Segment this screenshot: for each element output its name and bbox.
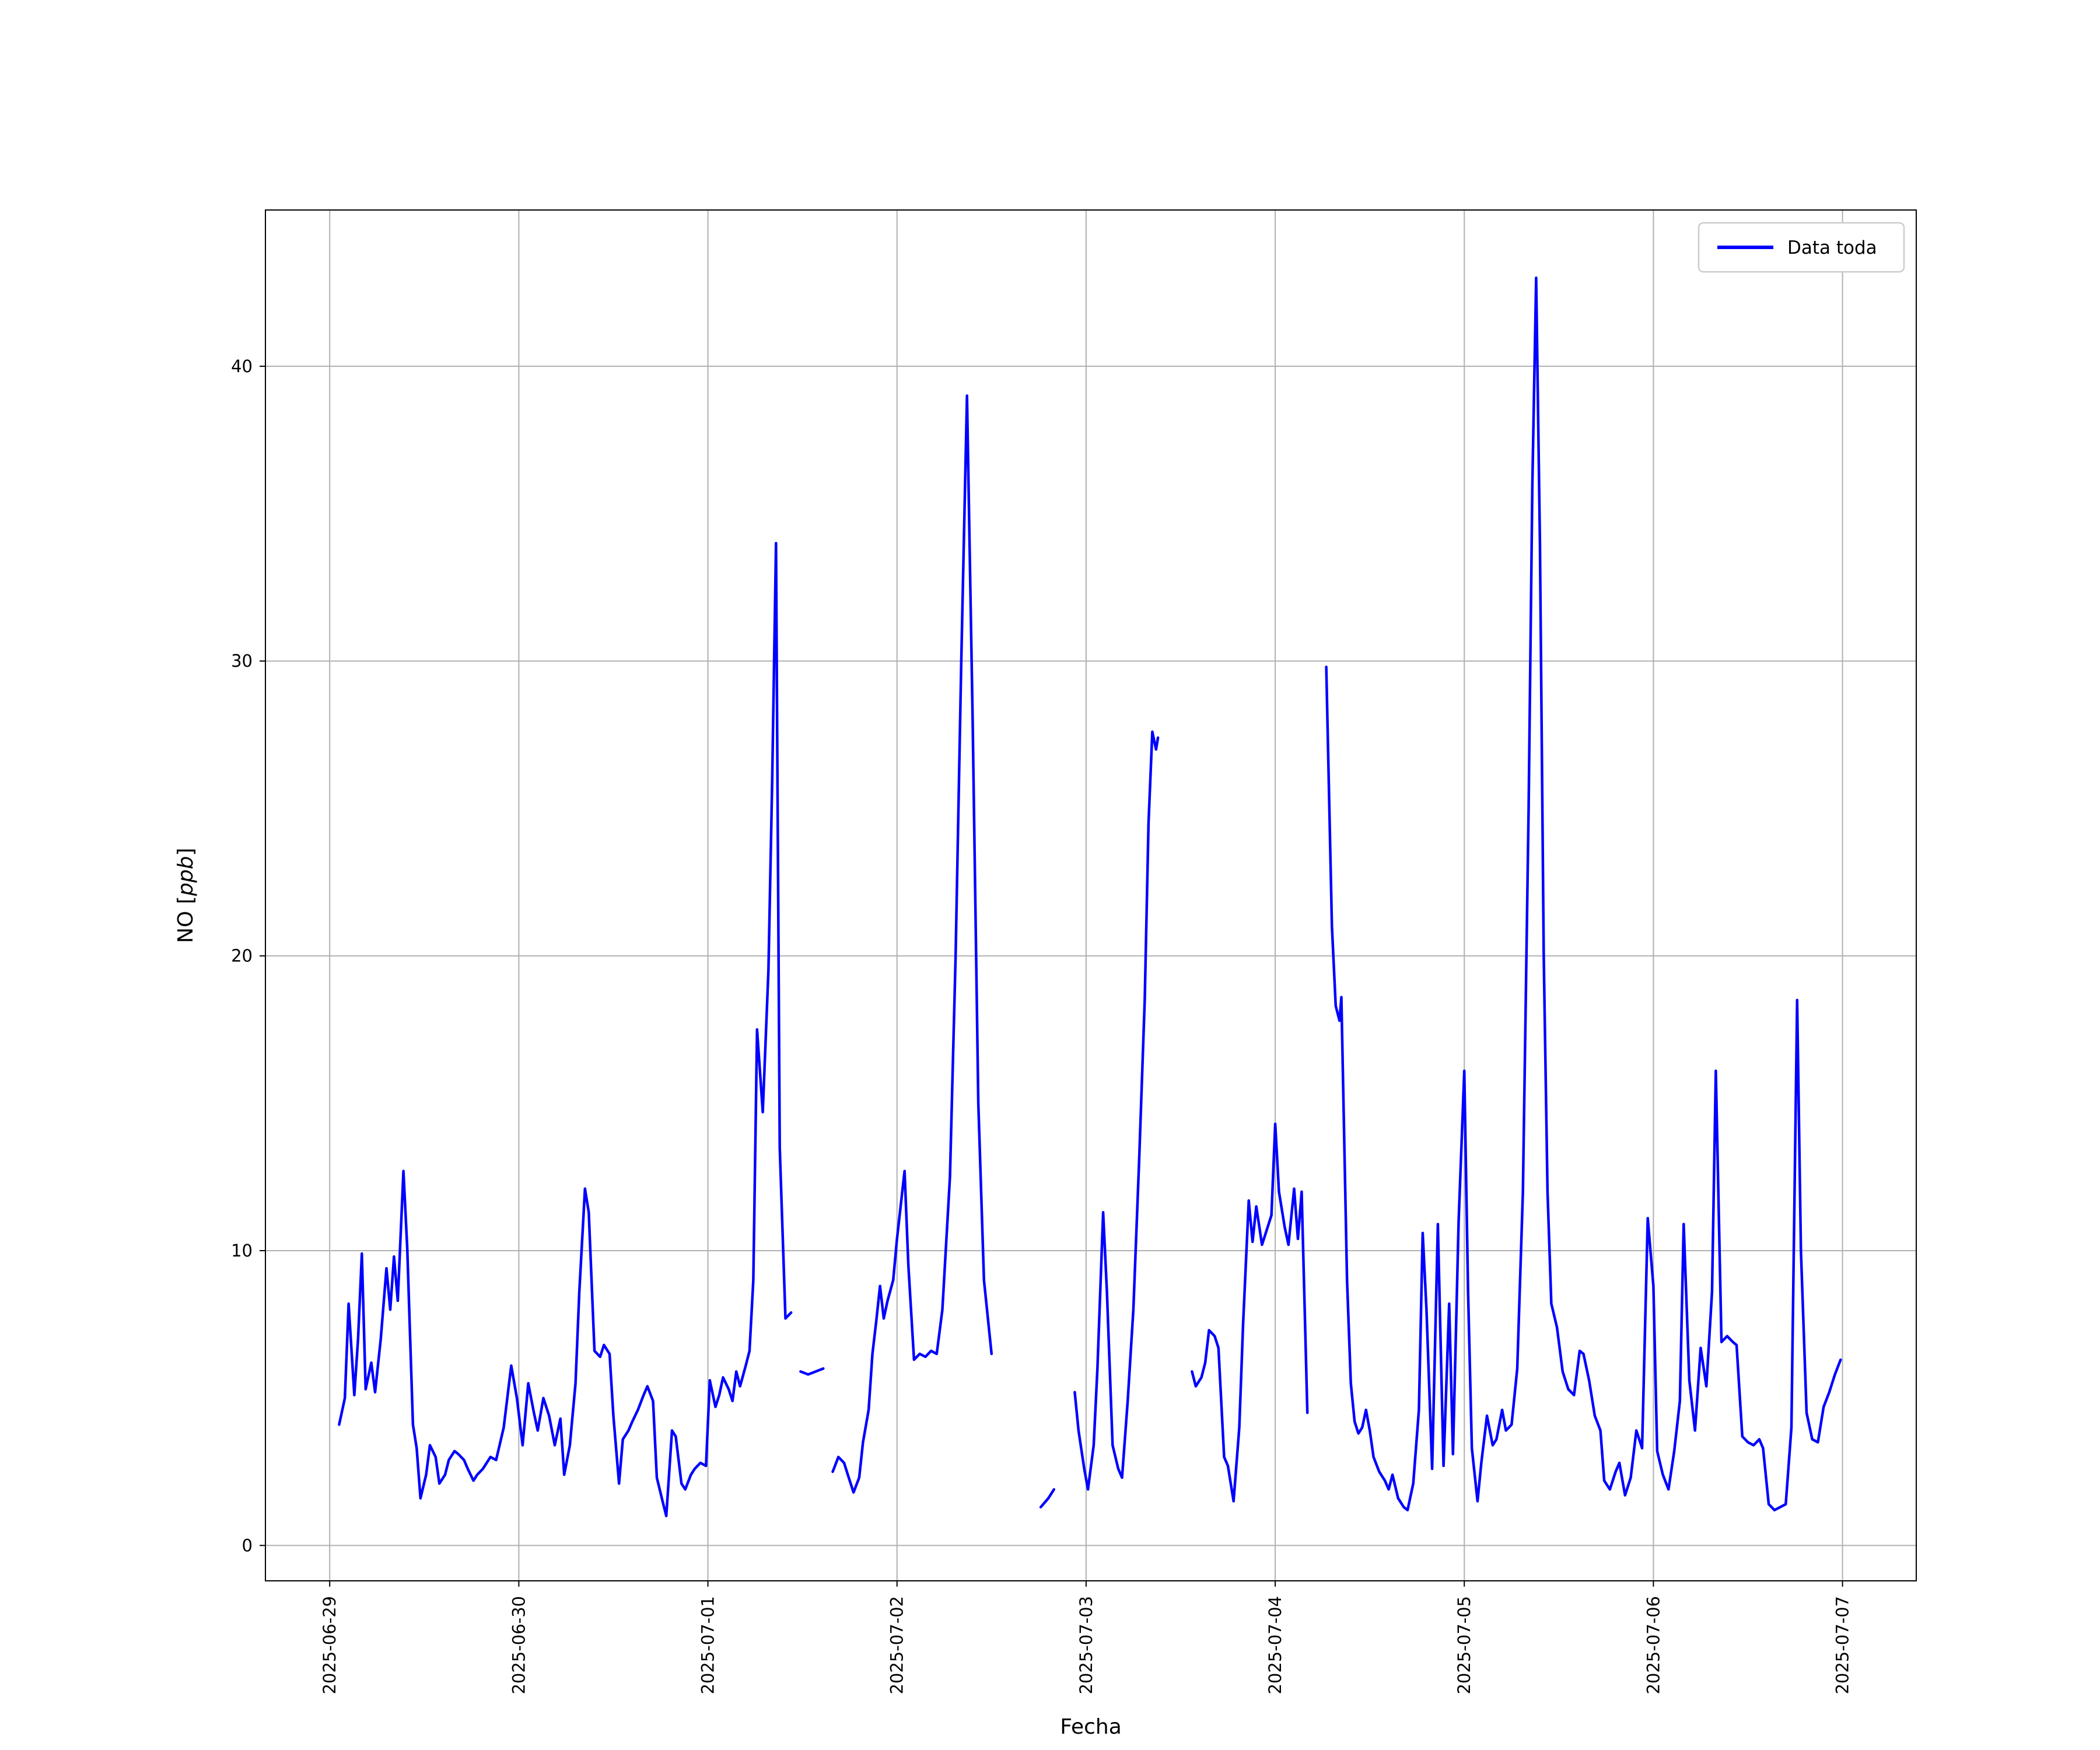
series-line [338, 276, 1842, 1518]
tick-labels: 2025-06-29 2025-06-30 2025-07-01 2025-07-02… [231, 356, 1852, 1695]
data-line-segment [1325, 276, 1842, 1511]
x-tick-label: 2025-07-04 [1265, 1596, 1285, 1695]
data-line-segment [799, 1367, 825, 1376]
x-tick-label: 2025-07-07 [1833, 1596, 1853, 1695]
plot-area [265, 210, 1916, 1581]
legend: Data toda [1698, 222, 1905, 273]
y-tick-label: 20 [231, 946, 253, 966]
legend-box [1698, 222, 1905, 273]
axis-ticks [260, 365, 1843, 1587]
y-tick-label: 0 [242, 1535, 253, 1555]
y-axis-label: NO [ppb] [174, 848, 198, 943]
x-tick-label: 2025-07-05 [1454, 1596, 1474, 1695]
data-line-segment [1073, 730, 1160, 1491]
data-line-segment [831, 394, 993, 1494]
grid-lines [265, 210, 1916, 1581]
axes-border [265, 209, 1917, 1581]
y-tick-label: 10 [231, 1241, 253, 1261]
data-line-segment [1039, 1488, 1056, 1508]
x-tick-label: 2025-07-03 [1076, 1596, 1096, 1695]
y-tick-label: 40 [231, 356, 253, 376]
x-tick-label: 2025-06-30 [509, 1596, 528, 1695]
x-axis-label: Fecha [1060, 1715, 1122, 1739]
x-tick-label: 2025-06-29 [320, 1596, 340, 1695]
x-tick-label: 2025-07-01 [698, 1596, 718, 1695]
x-tick-label: 2025-07-06 [1643, 1596, 1663, 1695]
data-line-segment [338, 541, 793, 1518]
x-tick-label: 2025-07-02 [887, 1596, 907, 1695]
legend-label: Data toda [1787, 237, 1877, 258]
y-tick-label: 30 [231, 651, 253, 671]
data-line-segment [1191, 1122, 1309, 1503]
